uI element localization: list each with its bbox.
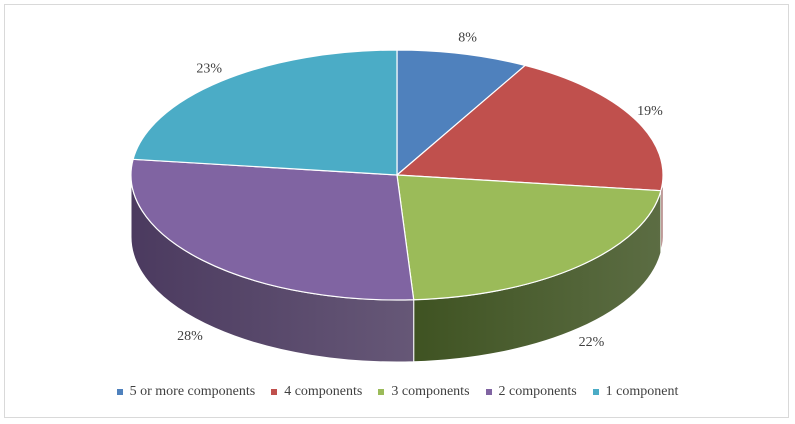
legend: 5 or more components 4 components 3 comp… [0, 384, 795, 400]
legend-item-3: 3 components [378, 384, 470, 400]
pie-slice-2 [396, 174, 662, 301]
legend-label: 2 components [498, 384, 577, 399]
legend-swatch [116, 389, 123, 395]
legend-swatch [592, 389, 599, 395]
pie-slice-1 [395, 64, 664, 192]
pie-slice-4 [132, 49, 398, 176]
legend-item-1: 1 component [592, 384, 679, 400]
pie-data-label-3: 28% [177, 329, 203, 344]
legend-item-2: 2 components [485, 384, 577, 400]
legend-item-4: 4 components [271, 384, 362, 400]
legend-label: 1 component [605, 384, 679, 399]
pie-data-labels: 8% 19% 22% 28% 23% [177, 31, 663, 351]
pie-slices [130, 49, 664, 301]
legend-label: 5 or more components [129, 384, 256, 399]
legend-swatch [378, 389, 385, 395]
pie-data-label-1: 19% [637, 104, 663, 119]
pie-data-label-2: 22% [579, 335, 605, 350]
pie-slice-3 [130, 158, 415, 301]
pie-data-label-4: 23% [196, 62, 222, 77]
legend-swatch [271, 389, 278, 395]
legend-label: 4 components [284, 384, 363, 399]
pie-slice-0 [396, 49, 527, 177]
legend-swatch [485, 389, 492, 395]
pie-data-label-0: 8% [458, 31, 477, 46]
legend-label: 3 components [391, 384, 470, 399]
legend-item-5-or-more: 5 or more components [116, 384, 256, 400]
